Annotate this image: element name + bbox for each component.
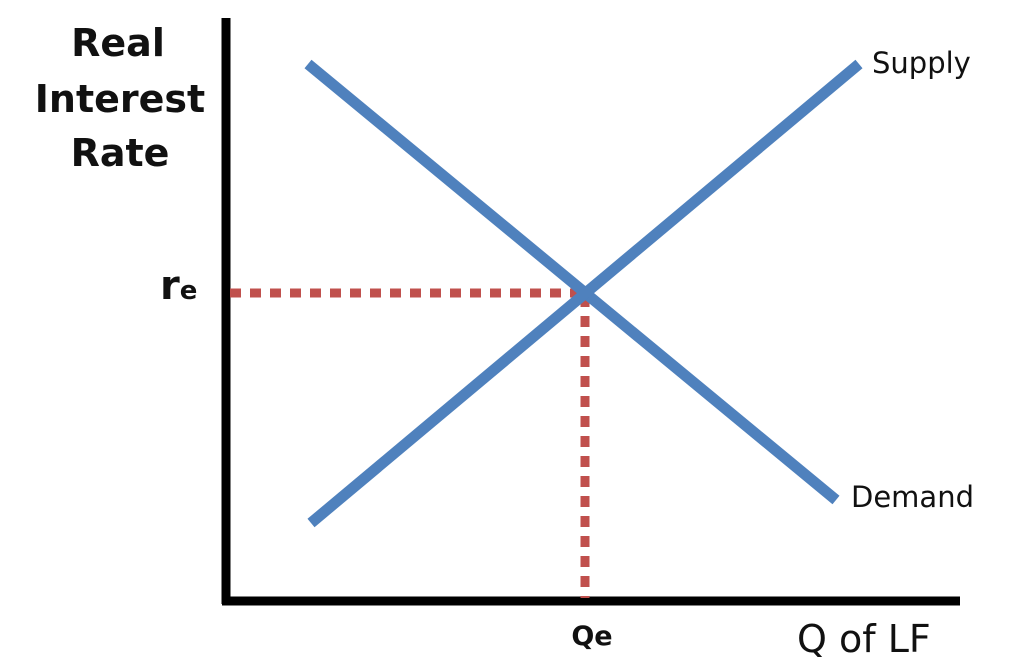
equilibrium-quantity-label: Qe <box>571 621 612 652</box>
y-axis-label-line-3: Rate <box>71 131 170 175</box>
supply-label: Supply <box>872 46 971 80</box>
equilibrium-rate-label: re <box>160 263 197 309</box>
equilibrium-rate-subscript: e <box>180 276 198 306</box>
equilibrium-rate-symbol: r <box>160 263 180 309</box>
demand-label: Demand <box>851 480 974 514</box>
demand-curve <box>304 59 840 505</box>
y-axis-label-line-2: Interest <box>35 77 205 121</box>
x-axis-label: Q of LF <box>797 617 931 661</box>
supply-curve <box>307 59 863 528</box>
y-axis-label-line-1: Real <box>71 21 165 65</box>
